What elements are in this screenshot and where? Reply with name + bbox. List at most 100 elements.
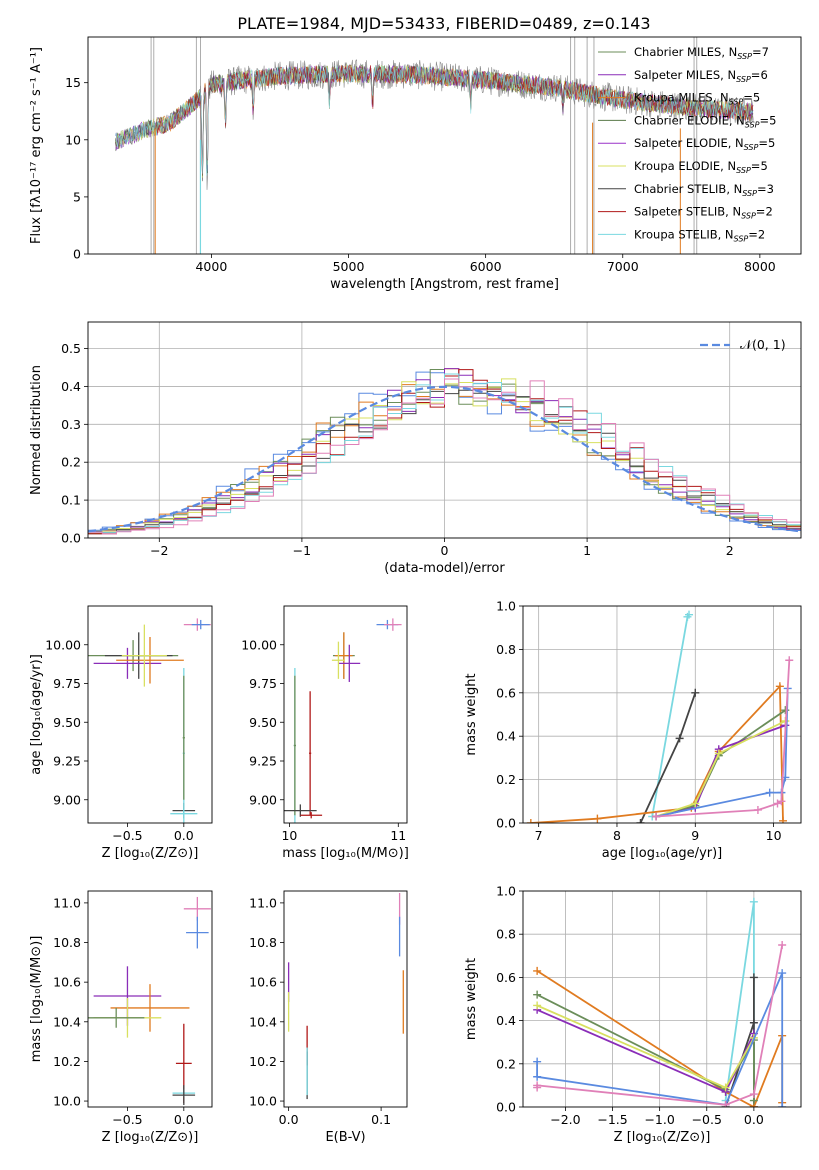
legend: Chabrier MILES, NSSP=7 Salpeter MILES, NS… (598, 45, 776, 243)
y-tick-label: 0.8 (496, 642, 516, 657)
x-tick-label: 0.0 (279, 1112, 299, 1127)
x-tick-label: 10 (281, 828, 297, 843)
x-tick-label: 7 (535, 828, 543, 843)
plot-area-mass-z (88, 896, 211, 1106)
weight-marker (749, 1090, 758, 1099)
x-tick-label: 0.0 (744, 1112, 764, 1127)
x-tick-label: −1 (293, 543, 311, 558)
y-tick-label: 9.00 (249, 792, 277, 807)
x-tick-label: 0.0 (174, 1112, 194, 1127)
weight-marker (785, 656, 794, 665)
y-tick-label: 0.6 (496, 685, 516, 700)
plot-area-spectrum (115, 37, 754, 254)
panel-age-z: −0.5 0.0 9.00 9.25 9.50 9.75 10.00 Z [log₁₀(Z/Z… (29, 605, 213, 861)
y-tick-label: 0 (73, 247, 81, 262)
x-tick-label: −0.5 (112, 1112, 142, 1127)
data-point (172, 1085, 196, 1106)
x-axis-label: E(B-V) (325, 1130, 365, 1145)
y-tick-label: 9.75 (53, 676, 81, 691)
plot-area-age-mass (284, 618, 402, 823)
legend-entry: Chabrier MILES, NSSP=7 (634, 45, 769, 61)
weight-marker (533, 990, 542, 999)
weight-marker (675, 734, 684, 743)
weight-marker (685, 610, 694, 619)
legend-entry: Salpeter MILES, NSSP=6 (634, 68, 768, 84)
legend-entry: Salpeter ELODIE, NSSP=5 (634, 136, 775, 152)
y-tick-label: 0.3 (61, 417, 81, 432)
weight-marker (533, 1001, 542, 1010)
weight-marker (533, 1072, 542, 1081)
weight-marker (775, 682, 784, 691)
weight-series (536, 1008, 755, 1094)
data-point (88, 1007, 145, 1028)
legend-entry: 𝒩(0, 1) (740, 337, 786, 352)
data-point (116, 637, 184, 684)
y-tick-label: 0.0 (496, 1100, 516, 1115)
weight-marker (765, 788, 774, 797)
weight-marker (721, 1100, 730, 1107)
x-axis-label: Z [log₁₀(Z/Z⊙)] (102, 846, 199, 861)
y-tick-label: 9.50 (53, 715, 81, 730)
panel-residuals: −2 −1 0 1 2 0.0 0.1 0.2 0.3 0.4 0.5 (data-model)/er… (29, 321, 802, 576)
y-tick-label: 10.6 (249, 975, 277, 990)
y-tick-label: 0.8 (496, 927, 516, 942)
y-tick-label: 0.4 (496, 1013, 516, 1028)
y-tick-label: 1.0 (496, 599, 516, 614)
y-tick-label: 10.4 (249, 1014, 277, 1029)
y-tick-label: 10.8 (249, 935, 277, 950)
y-tick-label: 10.6 (53, 975, 81, 990)
data-point (93, 647, 162, 679)
weight-series (536, 1004, 755, 1089)
y-axis-label: Normed distribution (29, 365, 44, 495)
x-tick-label: 0 (441, 543, 449, 558)
x-tick-label: 2 (726, 543, 734, 558)
y-tick-label: 0.4 (61, 379, 81, 394)
weight-marker (652, 812, 661, 821)
weight-series (724, 901, 755, 1107)
y-axis-label: mass weight (464, 673, 479, 755)
x-tick-label: 4000 (195, 259, 227, 274)
x-axis-label: age [log₁₀(age/yr)] (602, 846, 723, 861)
data-point (110, 984, 190, 1032)
x-tick-label: −0.5 (692, 1112, 722, 1127)
weight-series (536, 993, 755, 1101)
data-point (191, 619, 210, 630)
x-axis-label: Z [log₁₀(Z/Z⊙)] (614, 1130, 711, 1145)
panel-age-mass: 10 11 9.00 9.25 9.50 9.75 10.00 mass [log₁₀(M/M… (241, 605, 409, 861)
data-point (338, 644, 361, 682)
data-point (182, 675, 185, 800)
weight-marker (636, 819, 645, 823)
x-tick-label: −1.0 (644, 1112, 674, 1127)
y-tick-label: 5 (73, 189, 81, 204)
weight-marker (777, 797, 786, 806)
x-tick-label: 0.1 (371, 1112, 391, 1127)
x-tick-label: 11 (390, 828, 406, 843)
x-tick-label: 5000 (333, 259, 365, 274)
data-point (293, 675, 296, 816)
y-tick-label: 9.25 (53, 754, 81, 769)
y-tick-label: 10.00 (45, 637, 81, 652)
x-tick-label: 9 (691, 828, 699, 843)
weight-marker (749, 897, 758, 906)
axes-frame (522, 890, 802, 1108)
legend-entry: Chabrier STELIB, NSSP=3 (634, 182, 774, 198)
x-tick-label: 0.0 (174, 828, 194, 843)
data-point (384, 618, 402, 631)
weight-marker (533, 966, 542, 975)
x-axis-label: (data-model)/error (384, 561, 505, 576)
y-tick-label: 11.0 (53, 895, 81, 910)
legend-entry: Kroupa STELIB, NSSP=2 (634, 227, 765, 243)
x-tick-label: −0.5 (112, 828, 142, 843)
y-tick-label: 10.2 (53, 1054, 81, 1069)
x-tick-label: 10 (766, 828, 782, 843)
legend-entry: Kroupa ELODIE, NSSP=5 (634, 159, 768, 175)
y-axis-label: Flux [fλ10⁻¹⁷ erg cm⁻² s⁻¹ A⁻¹] (29, 47, 44, 244)
y-tick-label: 1.0 (496, 884, 516, 899)
panel-mass-ebv: 0.0 0.1 10.0 10.2 10.4 10.6 10.8 11.0 E(B-V) (249, 890, 408, 1145)
y-tick-label: 0.4 (496, 729, 516, 744)
plot-area-weight-z (523, 891, 801, 1107)
weight-series (639, 692, 697, 823)
x-tick-label: −2.0 (550, 1112, 580, 1127)
panel-mass-z: −0.5 0.0 10.0 10.2 10.4 10.6 10.8 11.0 Z [log₁₀(… (29, 890, 213, 1145)
